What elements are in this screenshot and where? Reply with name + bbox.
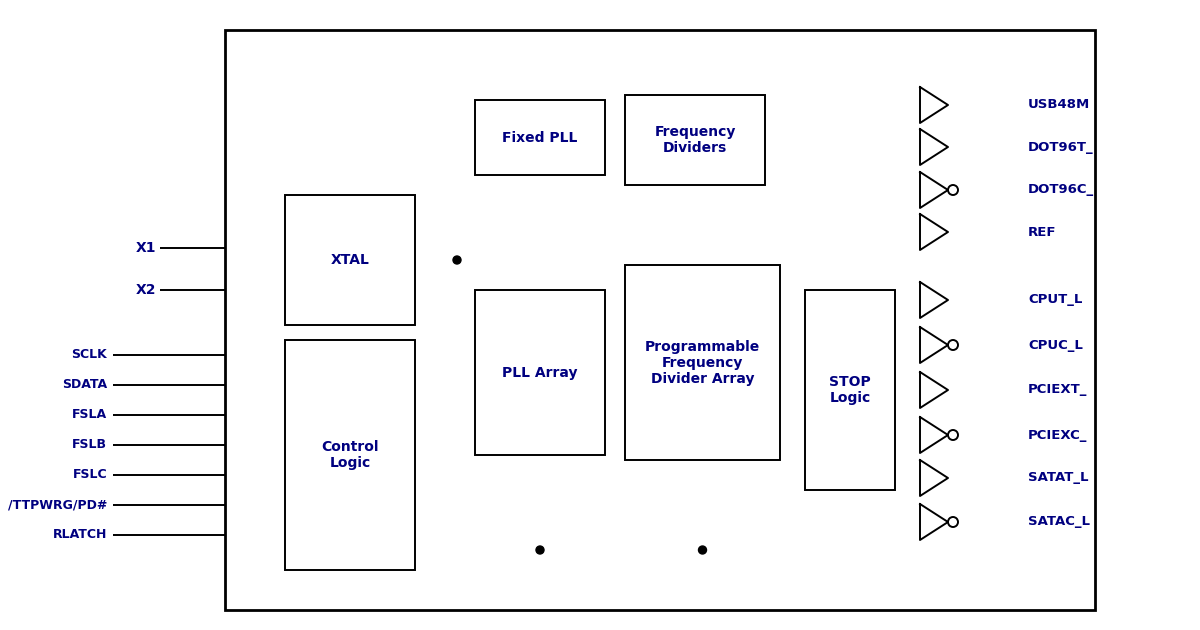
Text: Fixed PLL: Fixed PLL — [503, 130, 577, 144]
Text: CPUT_L: CPUT_L — [1028, 294, 1082, 307]
Text: SDATA: SDATA — [62, 379, 107, 391]
Text: STOP: STOP — [829, 375, 871, 389]
Text: Divider Array: Divider Array — [650, 372, 755, 386]
Circle shape — [698, 546, 707, 554]
Text: FSLA: FSLA — [72, 408, 107, 421]
Bar — [625, 265, 780, 460]
Text: PCIEXT_: PCIEXT_ — [1028, 384, 1087, 396]
Text: SCLK: SCLK — [71, 348, 107, 362]
Text: Logic: Logic — [329, 456, 371, 470]
Text: CPUC_L: CPUC_L — [1028, 338, 1082, 352]
Text: Control: Control — [322, 440, 379, 454]
Text: /TTPWRG/PD#: /TTPWRG/PD# — [7, 498, 107, 512]
Bar — [475, 290, 605, 455]
Text: DOT96C_: DOT96C_ — [1028, 183, 1094, 197]
Text: X2: X2 — [136, 283, 156, 297]
Text: PCIEXC_: PCIEXC_ — [1028, 428, 1087, 442]
Text: Logic: Logic — [829, 391, 871, 405]
Text: Frequency: Frequency — [662, 355, 743, 370]
Circle shape — [454, 256, 461, 264]
Bar — [286, 195, 415, 325]
Text: Programmable: Programmable — [644, 340, 760, 353]
Text: REF: REF — [1028, 226, 1056, 239]
Text: Frequency: Frequency — [654, 125, 736, 139]
Bar — [625, 95, 766, 185]
Text: DOT96T_: DOT96T_ — [1028, 140, 1093, 154]
Text: FSLC: FSLC — [72, 469, 107, 481]
Text: FSLB: FSLB — [72, 438, 107, 452]
Bar — [475, 100, 605, 175]
Text: PLL Array: PLL Array — [503, 365, 577, 379]
Text: SATAT_L: SATAT_L — [1028, 471, 1088, 484]
Text: Dividers: Dividers — [662, 141, 727, 155]
Text: RLATCH: RLATCH — [53, 529, 107, 542]
Text: USB48M: USB48M — [1028, 98, 1091, 112]
Circle shape — [536, 546, 544, 554]
Text: X1: X1 — [136, 241, 156, 255]
Bar — [226, 30, 1096, 610]
Bar — [805, 290, 895, 490]
Text: SATAC_L: SATAC_L — [1028, 515, 1090, 529]
Text: XTAL: XTAL — [330, 253, 370, 267]
Bar — [286, 340, 415, 570]
